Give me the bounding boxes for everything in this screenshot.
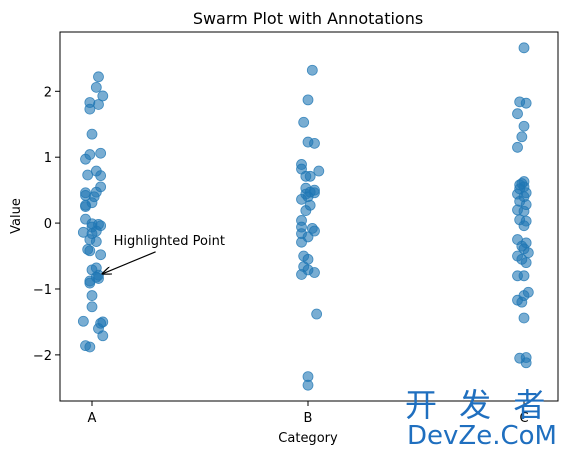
data-point-c — [516, 296, 528, 308]
watermark-cn: 开 发 者 — [405, 386, 551, 424]
data-point-b — [313, 165, 325, 177]
annotation-label: Highlighted Point — [114, 234, 225, 249]
x-axis: A B C — [88, 401, 529, 426]
data-point-b — [306, 64, 318, 76]
y-tick-label: −1 — [33, 283, 52, 298]
data-point-a — [97, 330, 109, 342]
data-point-b — [300, 205, 312, 216]
data-point-b — [300, 170, 312, 182]
x-tick-label-a: A — [88, 411, 97, 426]
chart-title: Swarm Plot with Annotations — [193, 9, 423, 28]
data-point-b — [296, 193, 307, 205]
y-tick-label: 0 — [44, 217, 52, 232]
data-point-a — [82, 169, 94, 181]
data-point-a — [95, 170, 107, 182]
data-point-b — [309, 267, 320, 278]
data-point-a — [84, 103, 96, 115]
data-point-c — [518, 42, 530, 54]
y-axis-label: Value — [9, 198, 24, 234]
data-point-a — [77, 315, 89, 327]
data-point-c — [520, 97, 532, 109]
data-point-b — [309, 137, 320, 149]
watermark: 开 发 者 DevZe.CoM — [405, 386, 557, 451]
data-point-c — [512, 141, 523, 153]
data-point-a — [90, 81, 102, 93]
data-point-c — [516, 131, 528, 143]
data-point-b — [296, 236, 307, 248]
points-layer — [77, 42, 534, 391]
data-point-a — [93, 99, 104, 110]
y-tick-label: 2 — [44, 85, 52, 100]
data-point-a — [90, 236, 102, 247]
x-axis-label: Category — [278, 431, 338, 446]
data-point-b — [302, 94, 314, 106]
data-point-a — [86, 290, 98, 301]
plot-area-frame — [59, 31, 559, 402]
data-point-a — [84, 341, 96, 353]
annotation-arrow — [102, 251, 156, 274]
annotation-layer: Highlighted Point — [102, 234, 225, 274]
data-point-a — [95, 249, 107, 261]
data-point-c — [518, 220, 530, 232]
data-point-a — [80, 153, 91, 165]
y-tick-label: −2 — [33, 349, 52, 364]
data-point-b — [296, 269, 307, 280]
data-point-a — [95, 147, 107, 159]
data-point-c — [520, 357, 532, 369]
data-point-a — [80, 201, 91, 213]
data-point-c — [520, 257, 532, 269]
data-point-c — [512, 108, 523, 120]
data-point-a — [84, 245, 96, 257]
data-point-a — [93, 71, 104, 83]
data-point-c — [518, 120, 530, 132]
x-tick-label-c: C — [519, 411, 528, 426]
data-point-b — [311, 308, 323, 320]
y-tick-label: 1 — [44, 151, 52, 166]
watermark-en: DevZe.CoM — [407, 421, 557, 451]
x-tick-label-b: B — [304, 411, 313, 426]
data-point-b — [302, 379, 314, 391]
data-point-a — [97, 90, 109, 102]
data-point-a — [84, 277, 96, 289]
data-point-b — [298, 116, 310, 128]
data-point-a — [86, 301, 98, 313]
data-point-a — [86, 128, 98, 140]
data-point-c — [518, 312, 530, 324]
y-axis: −2 −1 0 1 2 — [33, 85, 60, 364]
data-point-c — [512, 270, 523, 282]
